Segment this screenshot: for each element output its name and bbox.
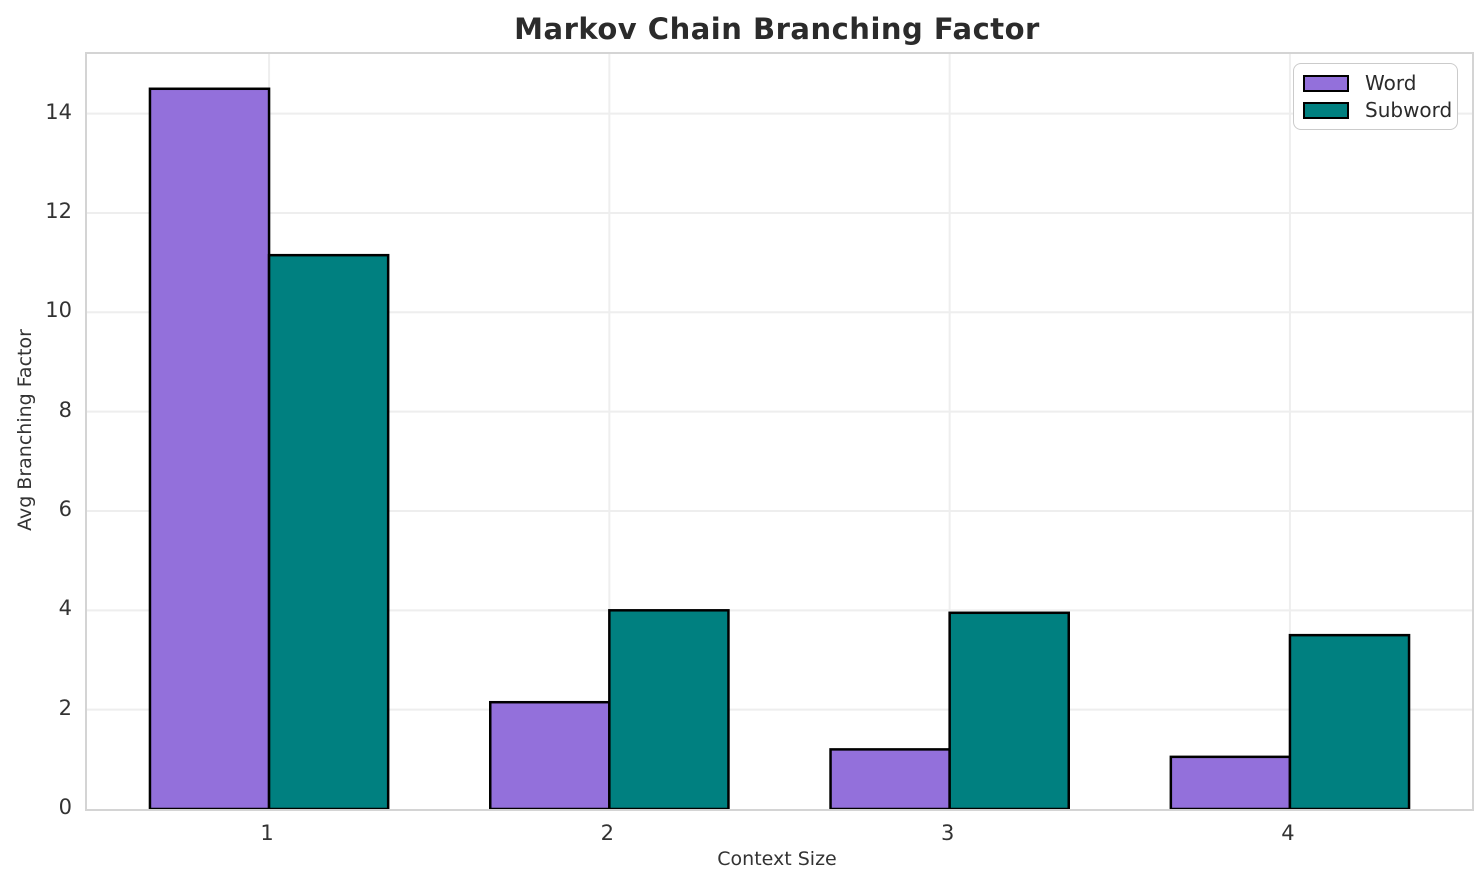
bar-chart-canvas bbox=[87, 54, 1472, 809]
y-tick-label-6: 6 bbox=[58, 496, 72, 521]
bar-word-2 bbox=[488, 700, 611, 809]
x-tick-label-2: 2 bbox=[600, 821, 615, 845]
y-tick-label-14: 14 bbox=[45, 99, 72, 124]
y-tick-label-10: 10 bbox=[45, 298, 72, 323]
plot-area bbox=[85, 52, 1474, 811]
chart-title: Markov Chain Branching Factor bbox=[514, 12, 1040, 46]
y-tick-label-0: 0 bbox=[58, 795, 72, 819]
legend-label-subword: Subword bbox=[1365, 98, 1453, 122]
legend-item-word: Word bbox=[1303, 73, 1447, 93]
subword-swatch-icon bbox=[1303, 101, 1349, 119]
y-tick-label-12: 12 bbox=[45, 198, 72, 223]
bar-word-1 bbox=[148, 87, 271, 809]
word-swatch-icon bbox=[1303, 74, 1349, 92]
legend-label-word: Word bbox=[1365, 71, 1417, 95]
y-tick-label-2: 2 bbox=[58, 695, 72, 720]
x-tick-label-3: 3 bbox=[940, 821, 955, 845]
bar-word-4 bbox=[1169, 755, 1292, 809]
legend: Word Subword bbox=[1293, 63, 1458, 130]
y-axis-label: Avg Branching Factor bbox=[14, 329, 36, 531]
bar-subword-3 bbox=[948, 611, 1071, 809]
x-tick-label-1: 1 bbox=[260, 821, 274, 845]
bar-subword-4 bbox=[1288, 633, 1411, 809]
x-axis-label: Context Size bbox=[717, 848, 837, 870]
y-tick-label-8: 8 bbox=[58, 397, 72, 422]
legend-item-subword: Subword bbox=[1303, 100, 1452, 120]
bar-subword-2 bbox=[608, 609, 730, 809]
bar-subword-1 bbox=[267, 253, 390, 809]
y-tick-label-4: 4 bbox=[58, 596, 72, 621]
x-tick-label-4: 4 bbox=[1281, 821, 1295, 845]
bar-word-3 bbox=[829, 748, 951, 809]
